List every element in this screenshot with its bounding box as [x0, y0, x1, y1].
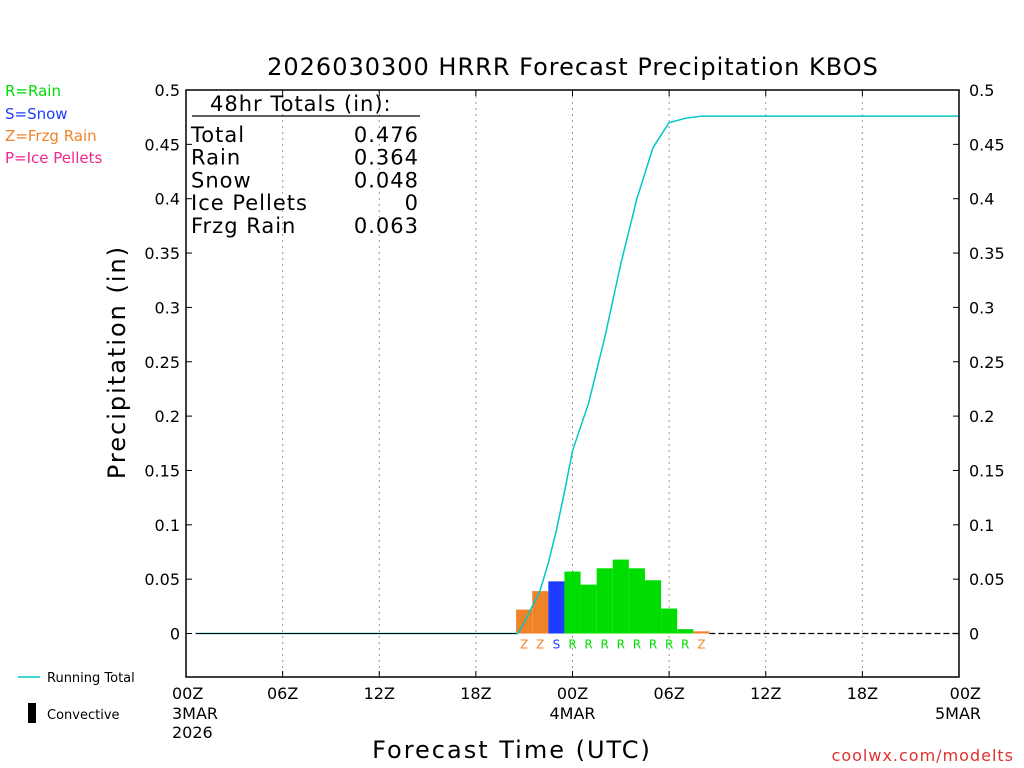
x-tick-label-8: 00Z: [950, 684, 981, 703]
bar-32: [693, 631, 710, 634]
totals-value-3: 0: [405, 191, 419, 215]
y-tick-label-right-4: 0.3: [969, 298, 994, 317]
bar-28: [628, 568, 645, 634]
y-axis-ticks: 0.5 0.5 0.45 0.45 0.4 0.4 0.35 0.35 0.3 0.3 0.25 0.…: [144, 81, 1004, 644]
ptype-label-24: R: [568, 638, 576, 652]
ptype-label-23: S: [553, 638, 561, 652]
ptype-label-30: R: [665, 638, 673, 652]
y-tick-label-left-1: 0.45: [144, 135, 180, 154]
y-tick-label-left-2: 0.4: [155, 190, 180, 209]
precip-type-legend: R=Rain S=Snow Z=Frzg Rain P=Ice Pellets: [5, 82, 102, 167]
x-tick-date-8: 5MAR: [935, 704, 981, 723]
convective-legend-label: Convective: [47, 708, 120, 723]
ptype-label-25: R: [584, 638, 592, 652]
chart-title: 2026030300 HRRR Forecast Precipitation K…: [267, 53, 879, 81]
x-tick-label-0: 00Z: [172, 684, 203, 703]
y-tick-label-left-0: 0.5: [155, 81, 180, 100]
y-tick-label-right-5: 0.25: [969, 353, 1005, 372]
y-tick-label-right-1: 0.45: [969, 135, 1005, 154]
y-tick-label-right-3: 0.35: [969, 244, 1005, 263]
bar-31: [677, 629, 694, 634]
bar-27: [612, 559, 629, 634]
y-tick-label-right-2: 0.4: [969, 190, 994, 209]
y-tick-label-left-8: 0.1: [155, 516, 180, 535]
totals-rows: Total 0.476 Rain 0.364 Snow 0.048 Ice Pellets 0…: [190, 123, 419, 238]
bar-30: [661, 608, 678, 634]
ptype-label-22: Z: [536, 638, 544, 652]
x-axis-label: Forecast Time (UTC): [372, 736, 652, 764]
ptype-label-32: Z: [697, 638, 705, 652]
bar-22: [532, 591, 549, 634]
bar-series: [516, 559, 710, 634]
totals-header: 48hr Totals (in):: [210, 92, 392, 116]
series-legend: Running Total Convective: [18, 671, 135, 723]
y-tick-label-left-10: 0: [170, 625, 180, 644]
y-tick-label-left-3: 0.35: [144, 244, 180, 263]
y-tick-label-right-10: 0: [969, 625, 979, 644]
bar-24: [564, 571, 581, 634]
ptype-label-26: R: [601, 638, 609, 652]
bar-25: [580, 584, 597, 634]
legend-ice-pellets: P=Ice Pellets: [5, 149, 102, 167]
y-tick-label-right-8: 0.1: [969, 516, 994, 535]
bar-26: [596, 568, 613, 634]
totals-box: 48hr Totals (in): Total 0.476 Rain 0.364 Sno…: [190, 92, 420, 238]
x-tick-date-4: 4MAR: [549, 704, 595, 723]
convective-legend-swatch: [28, 703, 36, 723]
x-tick-label-5: 06Z: [653, 684, 684, 703]
totals-value-4: 0.063: [354, 214, 419, 238]
totals-label-1: Rain: [191, 146, 241, 170]
y-tick-label-left-5: 0.25: [144, 353, 180, 372]
grid-lines: [282, 90, 863, 677]
running-total-legend-label: Running Total: [47, 671, 135, 686]
totals-label-3: Ice Pellets: [191, 191, 308, 215]
totals-label-0: Total: [190, 123, 245, 147]
totals-label-2: Snow: [191, 168, 252, 192]
x-tick-label-3: 18Z: [460, 684, 491, 703]
legend-rain: R=Rain: [5, 82, 61, 100]
x-tick-label-6: 12Z: [750, 684, 781, 703]
x-tick-year-0: 2026: [172, 723, 213, 742]
running-total-line: [195, 115, 959, 635]
x-tick-label-1: 06Z: [267, 684, 298, 703]
ptype-label-21: Z: [520, 638, 528, 652]
y-tick-label-left-9: 0.05: [144, 570, 180, 589]
legend-frzg-rain: Z=Frzg Rain: [5, 127, 97, 145]
totals-label-4: Frzg Rain: [191, 214, 296, 238]
totals-value-1: 0.364: [354, 146, 419, 170]
y-tick-label-right-6: 0.2: [969, 407, 994, 426]
bar-29: [644, 580, 662, 634]
x-tick-label-2: 12Z: [364, 684, 395, 703]
credit-text: coolwx.com/modelts: [832, 746, 1014, 765]
y-tick-label-right-7: 0.15: [969, 461, 1005, 480]
x-tick-label-7: 18Z: [847, 684, 878, 703]
bar-23: [548, 581, 565, 634]
totals-value-0: 0.476: [354, 123, 419, 147]
y-tick-label-left-6: 0.2: [155, 407, 180, 426]
y-tick-label-right-9: 0.05: [969, 570, 1005, 589]
x-tick-label-4: 00Z: [557, 684, 588, 703]
y-tick-label-left-7: 0.15: [144, 461, 180, 480]
ptype-label-31: R: [681, 638, 689, 652]
ptype-label-27: R: [617, 638, 625, 652]
y-tick-label-right-0: 0.5: [969, 81, 994, 100]
totals-value-2: 0.048: [354, 168, 419, 192]
ptype-label-28: R: [633, 638, 641, 652]
y-axis-label: Precipitation (in): [103, 245, 131, 479]
ptype-label-29: R: [649, 638, 657, 652]
x-tick-date-0: 3MAR: [172, 704, 218, 723]
legend-snow: S=Snow: [5, 105, 68, 123]
y-tick-label-left-4: 0.3: [155, 298, 180, 317]
